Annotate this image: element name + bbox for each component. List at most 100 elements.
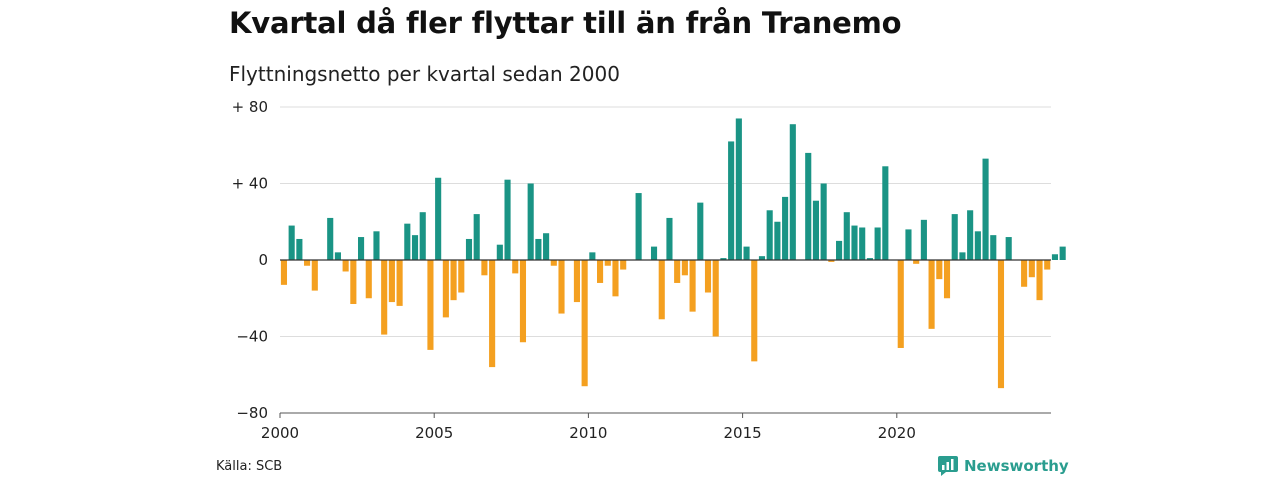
bar	[967, 210, 974, 260]
bar	[288, 225, 295, 260]
bar	[735, 118, 742, 260]
y-axis-tick-labels: + 80 + 40 0 −40 −80	[232, 98, 268, 422]
y-tick-label: + 40	[232, 175, 268, 193]
bar	[913, 260, 920, 264]
bar	[920, 219, 927, 260]
bar	[874, 227, 881, 260]
bar	[650, 246, 658, 260]
x-tick-label: 2015	[724, 424, 762, 442]
bar	[535, 238, 542, 260]
bar	[959, 252, 966, 260]
bar	[519, 260, 527, 343]
bar	[404, 223, 411, 260]
bar	[558, 260, 565, 314]
brand-logo[interactable]: Newsworthy	[938, 456, 1069, 476]
bar	[573, 260, 580, 303]
bar	[358, 237, 365, 260]
bar	[789, 124, 796, 261]
bar	[620, 260, 627, 270]
bar	[581, 260, 588, 387]
bar	[280, 260, 288, 285]
bar	[635, 193, 642, 260]
brand-name: Newsworthy	[964, 457, 1069, 475]
bar	[758, 256, 766, 260]
bar	[512, 260, 519, 274]
chart-title: Kvartal då fler flyttar till än från Tra…	[229, 6, 902, 40]
bar	[720, 258, 727, 260]
bar	[334, 252, 341, 260]
bar	[974, 231, 981, 260]
bar	[527, 183, 534, 260]
x-tick-label: 2010	[569, 424, 607, 442]
bar	[465, 238, 473, 260]
bar	[905, 229, 912, 260]
bar	[427, 260, 434, 350]
bar	[982, 158, 989, 260]
bar	[936, 260, 943, 280]
bar	[473, 214, 480, 260]
bar	[435, 177, 442, 260]
bar	[304, 260, 311, 266]
bar	[712, 260, 719, 337]
bar	[882, 166, 889, 260]
bar	[782, 196, 789, 260]
bar	[774, 221, 781, 260]
bar	[388, 260, 395, 303]
chart-subtitle: Flyttningsnetto per kvartal sedan 2000	[229, 62, 620, 86]
bar	[812, 200, 819, 260]
bar	[951, 214, 958, 260]
bar	[658, 260, 665, 320]
bar	[843, 212, 850, 260]
bar	[481, 260, 488, 276]
bar	[1036, 260, 1043, 301]
bar	[496, 244, 503, 260]
bar	[296, 238, 303, 260]
bar	[743, 246, 750, 260]
bar	[489, 260, 496, 368]
bar	[997, 260, 1005, 389]
bar	[1044, 260, 1051, 270]
bar	[674, 260, 681, 283]
bar	[419, 212, 426, 260]
y-tick-label: + 80	[232, 98, 268, 116]
bar	[311, 260, 318, 291]
bar	[589, 252, 596, 260]
bar	[681, 260, 688, 276]
newsworthy-logo-icon	[938, 456, 958, 476]
bar	[866, 258, 873, 260]
bar	[327, 217, 334, 260]
bar	[396, 260, 403, 306]
bar	[990, 235, 997, 260]
bar	[373, 231, 380, 260]
y-tick-label: −80	[236, 404, 268, 422]
bar	[411, 235, 419, 260]
bar	[597, 260, 604, 283]
bar	[851, 225, 858, 260]
x-tick-label: 2020	[878, 424, 916, 442]
bar	[836, 240, 843, 261]
bar	[728, 141, 735, 260]
bar	[612, 260, 619, 297]
y-tick-label: 0	[258, 251, 268, 269]
bar	[504, 179, 511, 260]
bar	[604, 260, 611, 266]
x-tick-label: 2005	[415, 424, 453, 442]
bar	[1051, 254, 1059, 260]
bar	[943, 260, 951, 299]
bar	[928, 260, 935, 329]
bar	[350, 260, 357, 304]
bar	[1059, 246, 1066, 260]
bar	[450, 260, 457, 301]
bar	[1028, 260, 1035, 278]
bar	[365, 260, 372, 299]
bar	[805, 152, 812, 260]
bar	[543, 233, 550, 260]
bar	[828, 260, 835, 262]
bar	[820, 183, 827, 260]
bar	[1005, 237, 1012, 260]
bar	[766, 210, 773, 260]
x-axis: 2000 2005 2010 2015 2020	[261, 259, 1051, 442]
bar	[458, 260, 465, 293]
bar	[666, 217, 673, 260]
